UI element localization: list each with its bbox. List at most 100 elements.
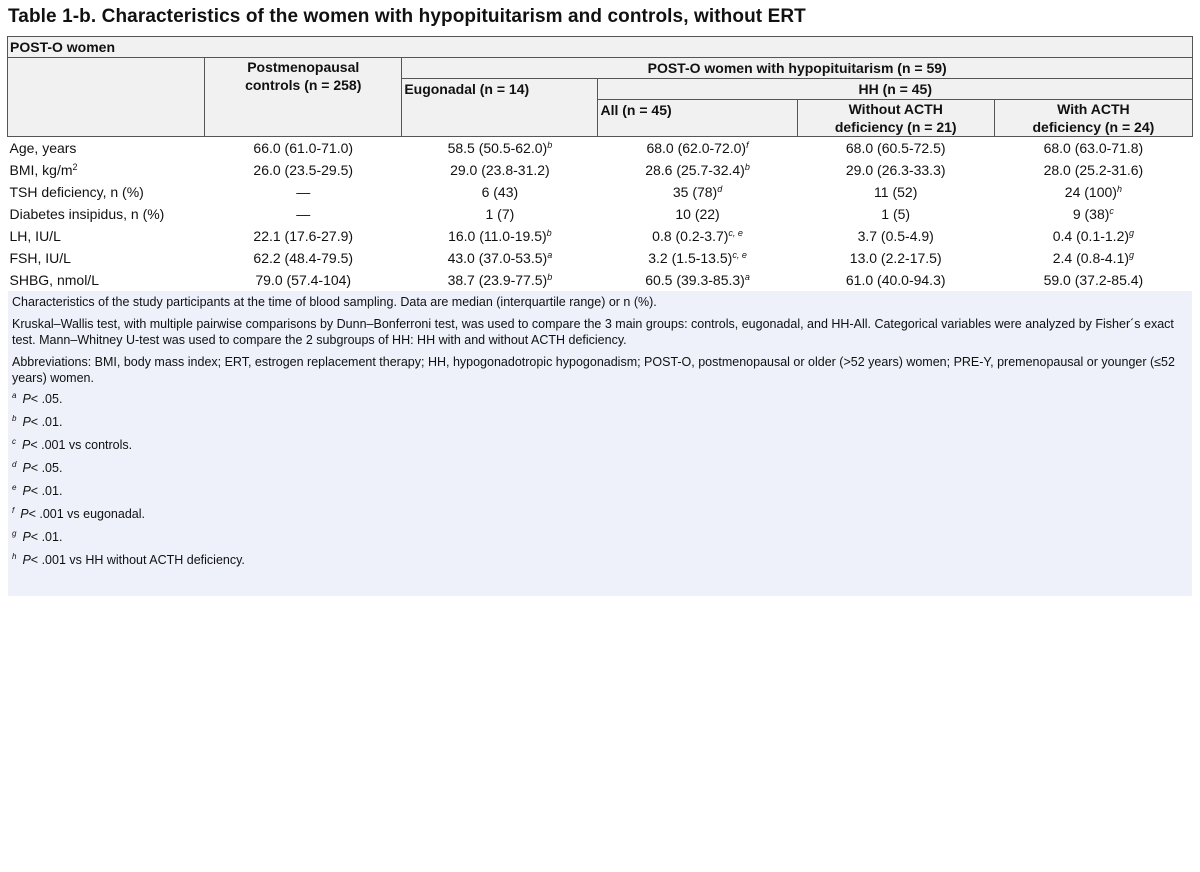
section-header: POST-O women [7, 36, 1193, 58]
footnote-mark: b [547, 272, 553, 282]
p-symbol: P [22, 484, 31, 498]
cell-value: 68.0 (62.0-72.0) [646, 140, 747, 156]
footnote-text: < .01. [30, 530, 63, 544]
cell-value: 9 (38) [1072, 206, 1110, 222]
cell-value: Diabetes insipidus, n (%) [9, 206, 165, 222]
cell-all: 68.0 (62.0-72.0)f [598, 137, 797, 160]
footnote-mark: h [1116, 184, 1122, 194]
footnote-mark: a [12, 391, 17, 400]
cell-all: 60.5 (39.3-85.3)a [598, 269, 797, 291]
cell-eugonadal: 6 (43) [402, 181, 598, 203]
cell-with: 59.0 (37.2-85.4) [994, 269, 1192, 291]
label-header [6, 57, 206, 137]
header-hh: HH (n = 45) [597, 78, 1193, 100]
cell-controls: — [205, 181, 402, 203]
cell-value: BMI, kg/m [9, 162, 73, 178]
table-title: Table 1-b. Characteristics of the women … [8, 6, 806, 27]
header-all: All (n = 45) [597, 99, 798, 137]
cell-without: 13.0 (2.2-17.5) [797, 247, 994, 269]
footnote-mark: b [744, 162, 750, 172]
cell-value: SHBG, nmol/L [9, 272, 99, 288]
cell-value: 58.5 (50.5-62.0) [447, 140, 548, 156]
characteristics-table: POST-O women Postmenopausal controls (n … [6, 36, 1194, 291]
note-abbreviations: Abbreviations: BMI, body mass index; ERT… [12, 355, 1175, 385]
footnote-text: < .01. [30, 415, 63, 429]
cell-value: 28.6 (25.7-32.4) [645, 162, 745, 178]
note-methods: Kruskal–Wallis test, with multiple pairw… [12, 317, 1174, 347]
footnote-mark: g [12, 529, 17, 538]
cell-value: 38.7 (23.9-77.5) [447, 272, 548, 288]
footnote-text: < .01. [30, 484, 63, 498]
cell-value: FSH, IU/L [9, 250, 71, 266]
cell-with: 0.4 (0.1-1.2)g [994, 225, 1192, 247]
cell-label: Age, years [8, 137, 205, 160]
footnote: b P< .01. [8, 411, 1192, 434]
cell-without: 61.0 (40.0-94.3) [797, 269, 994, 291]
p-symbol: P [22, 530, 31, 544]
header-controls: Postmenopausal controls (n = 258) [204, 57, 403, 137]
table-row: Age, years 66.0 (61.0-71.0) 58.5 (50.5-62.… [8, 137, 1193, 160]
table-row: TSH deficiency, n (%) — 6 (43) 35 (78)d 11 (… [8, 181, 1193, 203]
footnote: d P< .05. [8, 457, 1192, 480]
cell-all: 3.2 (1.5-13.5)c, e [598, 247, 797, 269]
p-symbol: P [22, 438, 31, 452]
cell-controls: 62.2 (48.4-79.5) [205, 247, 402, 269]
cell-value: LH, IU/L [9, 228, 61, 244]
cell-eugonadal: 43.0 (37.0-53.5)a [402, 247, 598, 269]
cell-value: TSH deficiency, n (%) [9, 184, 144, 200]
p-symbol: P [22, 392, 31, 406]
header-without-acth: Without ACTH deficiency (n = 21) [796, 99, 995, 137]
cell-value: 22.1 (17.6-27.9) [253, 228, 354, 244]
table-row: FSH, IU/L 62.2 (48.4-79.5) 43.0 (37.0-53.5… [8, 247, 1193, 269]
cell-eugonadal: 29.0 (23.8-31.2) [402, 159, 598, 181]
cell-value: 68.0 (63.0-71.8) [1043, 140, 1144, 156]
cell-value: 60.5 (39.3-85.3) [645, 272, 745, 288]
footnote-mark: 2 [72, 162, 78, 172]
cell-value: 10 (22) [675, 206, 720, 222]
cell-value: 13.0 (2.2-17.5) [849, 250, 942, 266]
table-row: BMI, kg/m2 26.0 (23.5-29.5) 29.0 (23.8-31.… [8, 159, 1193, 181]
footnote: c P< .001 vs controls. [8, 434, 1192, 457]
cell-value: Age, years [9, 140, 77, 156]
cell-without: 29.0 (26.3-33.3) [797, 159, 994, 181]
footnote: a P< .05. [8, 388, 1192, 411]
cell-value: 29.0 (26.3-33.3) [845, 162, 946, 178]
footnote-mark: d [717, 184, 723, 194]
cell-value: 16.0 (11.0-19.5) [448, 228, 547, 244]
footnote: g P< .01. [8, 526, 1192, 549]
cell-value: 24 (100) [1064, 184, 1117, 200]
table-row: LH, IU/L 22.1 (17.6-27.9) 16.0 (11.0-19.5)… [8, 225, 1193, 247]
note-characteristics: Characteristics of the study participant… [12, 295, 657, 309]
cell-with: 68.0 (63.0-71.8) [994, 137, 1192, 160]
p-symbol: P [20, 507, 29, 521]
p-symbol: P [22, 415, 31, 429]
table-row: Diabetes insipidus, n (%) — 1 (7) 10 (22) 1 … [8, 203, 1193, 225]
cell-all: 0.8 (0.2-3.7)c, e [598, 225, 797, 247]
cell-without: 3.7 (0.5-4.9) [797, 225, 994, 247]
header-hypopituitarism: POST-O women with hypopituitarism (n = 5… [401, 57, 1193, 79]
cell-controls: — [205, 203, 402, 225]
footnote-mark: b [546, 228, 552, 238]
cell-with: 28.0 (25.2-31.6) [994, 159, 1192, 181]
cell-controls: 66.0 (61.0-71.0) [205, 137, 402, 160]
p-symbol: P [22, 461, 31, 475]
cell-with: 24 (100)h [994, 181, 1192, 203]
cell-label: FSH, IU/L [8, 247, 205, 269]
cell-label: BMI, kg/m2 [8, 159, 205, 181]
footnote-mark: f [12, 506, 15, 515]
cell-value: 43.0 (37.0-53.5) [447, 250, 548, 266]
cell-value: 3.7 (0.5-4.9) [857, 228, 934, 244]
cell-value: 1 (7) [485, 206, 515, 222]
cell-label: LH, IU/L [8, 225, 205, 247]
cell-all: 10 (22) [598, 203, 797, 225]
cell-eugonadal: 38.7 (23.9-77.5)b [402, 269, 598, 291]
footnote-mark: b [547, 140, 553, 150]
footnote-mark: g [1129, 250, 1135, 260]
cell-with: 9 (38)c [994, 203, 1192, 225]
cell-controls: 79.0 (57.4-104) [205, 269, 402, 291]
footnote: e P< .01. [8, 480, 1192, 503]
table-notes: Characteristics of the study participant… [8, 291, 1192, 596]
cell-value: 35 (78) [672, 184, 718, 200]
cell-value: 79.0 (57.4-104) [255, 272, 352, 288]
cell-value: 0.8 (0.2-3.7) [652, 228, 729, 244]
